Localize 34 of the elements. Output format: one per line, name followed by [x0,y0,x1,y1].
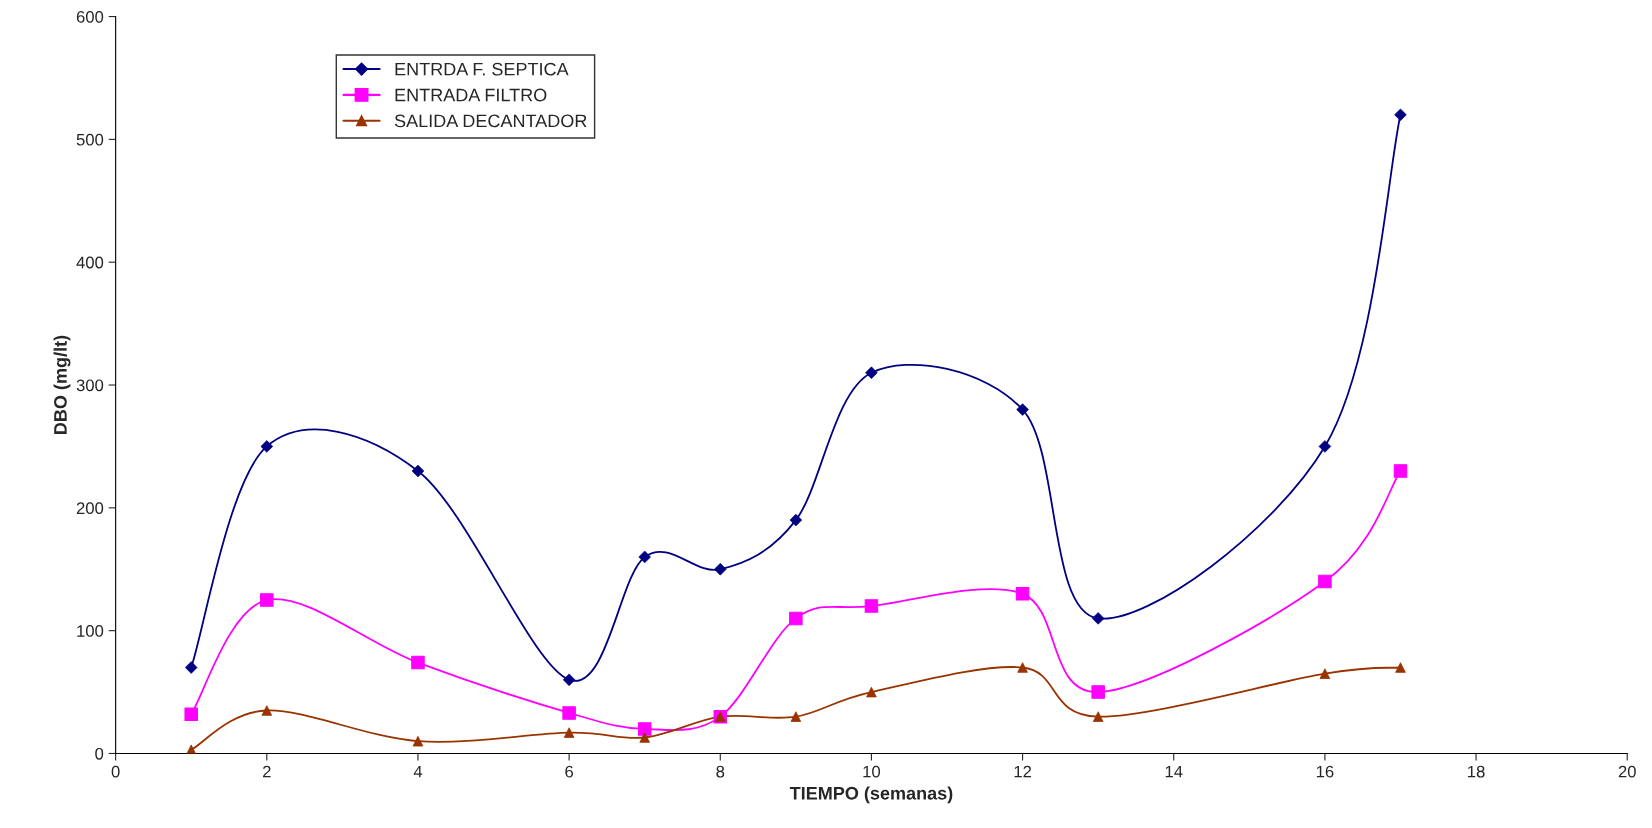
point [411,655,425,670]
x-tick-label: 20 [1618,765,1636,778]
x-tick-label: 8 [716,765,725,778]
y-tick-label: 600 [76,10,104,23]
legend-label: ENTRADA FILTRO [395,88,547,102]
y-axis-title: DBO (mg/lt) [53,335,71,434]
point [1015,587,1030,601]
point [1318,574,1332,589]
x-axis-title: TIEMPO (semanas) [789,786,953,804]
y-tick-label: 300 [76,379,104,392]
x-tick-label: 10 [863,765,881,778]
x-tick-label: 2 [263,765,271,778]
point [184,707,198,721]
point [637,722,652,736]
point [789,611,803,626]
x-tick-label: 18 [1468,765,1485,778]
legend-label: SALIDA DECANTADOR [394,114,587,128]
x-tick-label: 6 [565,765,574,778]
x-tick-label: 14 [1165,765,1183,778]
x-tick-label: 0 [111,765,120,778]
point [260,593,274,607]
legend-label: ENTRDA F. SEPTICA [395,62,569,76]
x-tick-label: 16 [1316,765,1334,778]
point [1393,464,1408,478]
y-tick-label: 500 [76,133,104,146]
point [864,599,879,613]
y-tick-label: 200 [76,502,104,515]
point [1091,685,1105,699]
x-tick-label: 12 [1014,765,1032,778]
point [562,706,576,720]
y-tick-label: 100 [77,625,104,637]
y-tick-label: 400 [76,256,104,269]
x-tick-label: 4 [413,765,423,778]
y-tick-label: 0 [95,747,104,760]
